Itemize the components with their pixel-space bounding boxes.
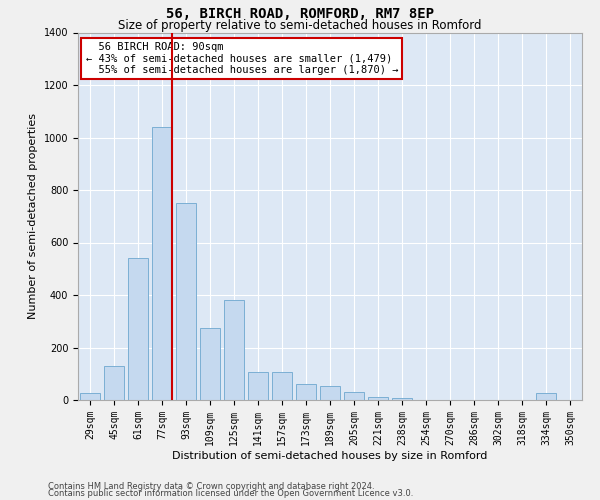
Bar xyxy=(392,398,412,400)
Bar xyxy=(320,386,340,400)
Bar xyxy=(224,300,244,400)
Bar xyxy=(368,398,388,400)
Text: Contains public sector information licensed under the Open Government Licence v3: Contains public sector information licen… xyxy=(48,490,413,498)
Bar xyxy=(128,258,148,400)
Bar xyxy=(152,127,172,400)
Bar xyxy=(248,372,268,400)
Bar xyxy=(272,372,292,400)
Bar xyxy=(200,328,220,400)
Bar xyxy=(176,203,196,400)
Text: 56, BIRCH ROAD, ROMFORD, RM7 8EP: 56, BIRCH ROAD, ROMFORD, RM7 8EP xyxy=(166,8,434,22)
Bar xyxy=(536,392,556,400)
Bar xyxy=(80,392,100,400)
Y-axis label: Number of semi-detached properties: Number of semi-detached properties xyxy=(28,114,38,320)
X-axis label: Distribution of semi-detached houses by size in Romford: Distribution of semi-detached houses by … xyxy=(172,450,488,460)
Bar xyxy=(344,392,364,400)
Bar xyxy=(296,384,316,400)
Text: 56 BIRCH ROAD: 90sqm
← 43% of semi-detached houses are smaller (1,479)
  55% of : 56 BIRCH ROAD: 90sqm ← 43% of semi-detac… xyxy=(86,42,398,75)
Text: Size of property relative to semi-detached houses in Romford: Size of property relative to semi-detach… xyxy=(118,19,482,32)
Bar xyxy=(104,366,124,400)
Text: Contains HM Land Registry data © Crown copyright and database right 2024.: Contains HM Land Registry data © Crown c… xyxy=(48,482,374,491)
